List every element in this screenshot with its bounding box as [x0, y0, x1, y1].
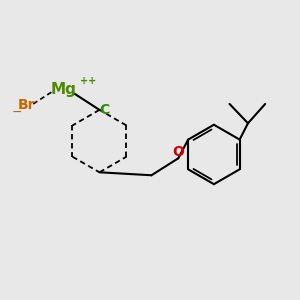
Text: Mg: Mg	[51, 82, 77, 97]
Text: ++: ++	[80, 76, 96, 86]
Text: O: O	[172, 145, 184, 159]
Text: −: −	[12, 106, 22, 118]
Text: C: C	[100, 103, 110, 117]
Text: Br: Br	[18, 98, 35, 112]
